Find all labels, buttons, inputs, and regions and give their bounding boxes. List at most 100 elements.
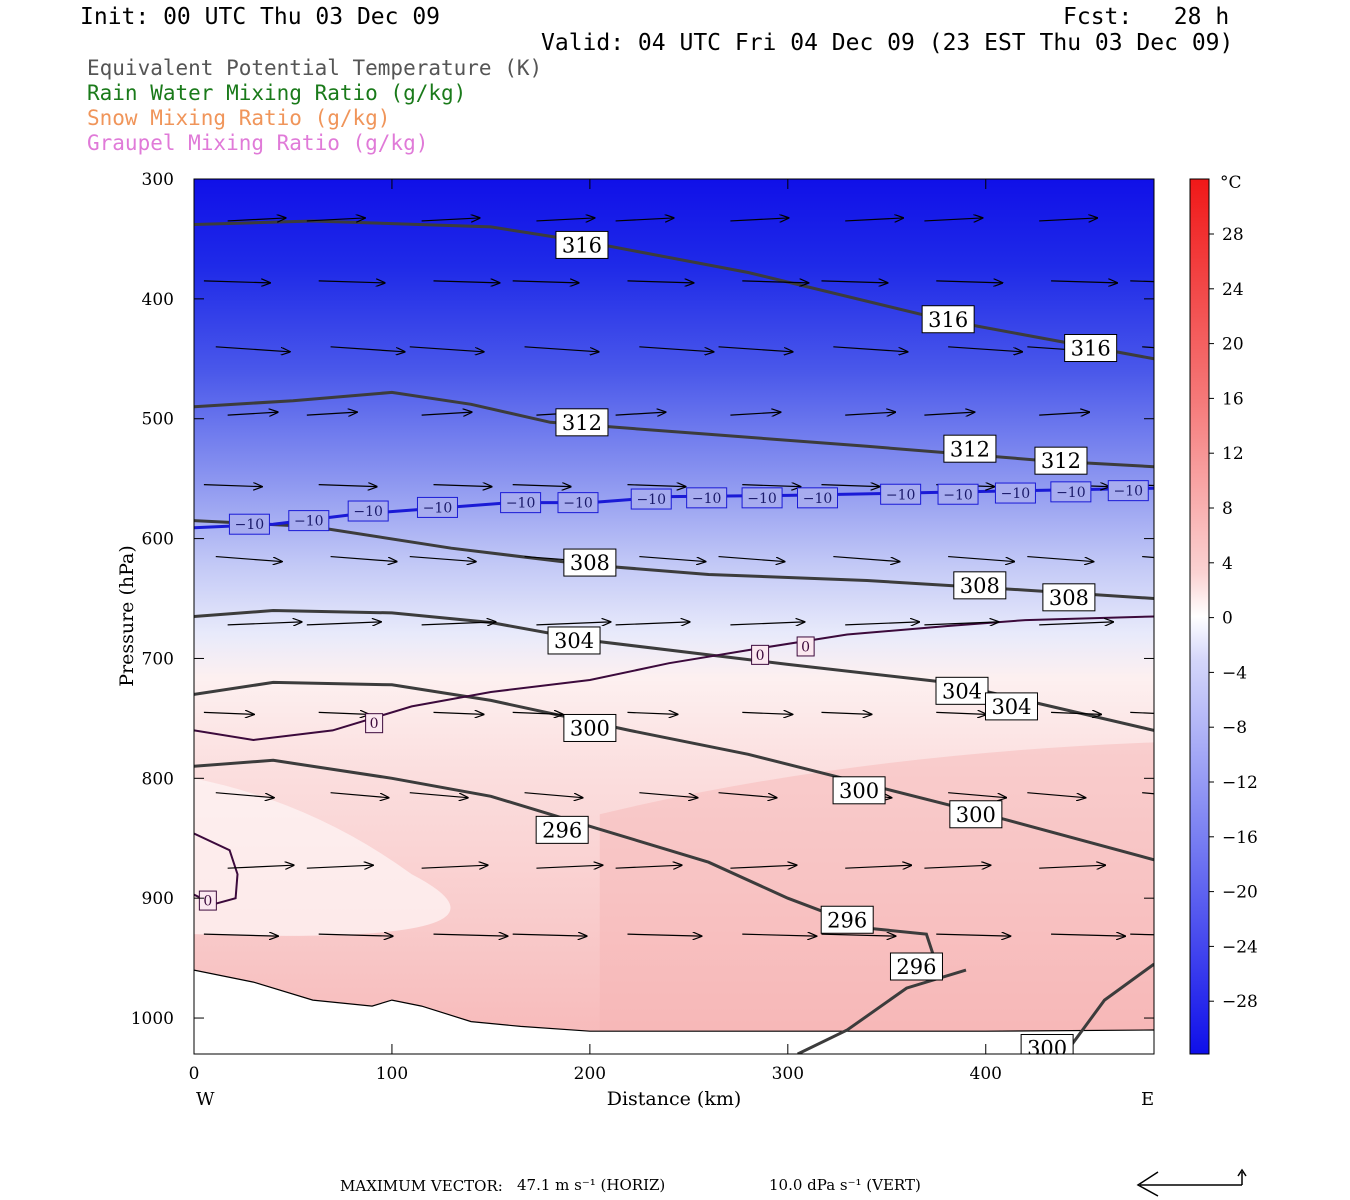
theta-e-label-312: 312 <box>555 408 609 437</box>
wind-vector <box>512 281 579 283</box>
theta-e-contour-300 <box>194 680 1154 862</box>
wind-vector <box>845 865 911 868</box>
svg-text:−10: −10 <box>886 487 916 503</box>
wind-vector <box>718 792 777 798</box>
isotherm-label-minus10: −10 <box>686 487 728 509</box>
colorbar-tick-label: 0 <box>1222 609 1233 629</box>
wind-vector <box>203 485 262 487</box>
wind-vector <box>1142 555 1154 559</box>
svg-text:−10: −10 <box>943 487 973 503</box>
plot-frame <box>193 178 1155 1055</box>
wind-vector <box>936 281 1002 283</box>
max-vector-label: MAXIMUM VECTOR: <box>340 1177 503 1195</box>
isotherm-label-minus10: −10 <box>937 483 979 505</box>
wind-vector <box>524 792 583 798</box>
wind-vector <box>433 934 508 936</box>
svg-text:0: 0 <box>801 640 810 656</box>
legend-graupel: Graupel Mixing Ratio (g/kg) <box>87 131 429 155</box>
reference-vector-icon <box>1136 1168 1247 1197</box>
svg-text:−10: −10 <box>235 517 265 533</box>
wind-vector <box>821 281 887 283</box>
svg-text:300: 300 <box>570 717 610 741</box>
wind-vector <box>615 218 674 221</box>
wind-vector <box>1153 867 1154 869</box>
svg-text:−10: −10 <box>294 514 324 530</box>
wind-vector <box>227 622 302 625</box>
y-tick-label: 300 <box>142 170 174 190</box>
y-axis-label: Pressure (hPa) <box>116 545 138 687</box>
isotherm-0 <box>194 615 1154 742</box>
wind-vector <box>1130 280 1154 283</box>
theta-e-label-304: 304 <box>935 676 989 705</box>
wind-vector <box>524 346 599 352</box>
init-time: Init: 00 UTC Thu 03 Dec 09 <box>80 4 441 30</box>
isotherm-label-minus10: −10 <box>630 488 672 510</box>
theta-e-label-316: 316 <box>1064 334 1118 363</box>
svg-text:−10: −10 <box>747 491 777 507</box>
colorbar-tick-label: −8 <box>1222 718 1247 738</box>
max-vector-vert: 10.0 dPa s⁻¹ (VERT) <box>769 1176 921 1194</box>
theta-e-label-300: 300 <box>563 713 617 742</box>
theta-e-contour-296 <box>194 758 938 965</box>
wind-vector <box>639 346 713 352</box>
wind-vector <box>512 485 571 487</box>
svg-text:300: 300 <box>839 779 879 803</box>
wind-vector <box>742 934 816 936</box>
y-tick-label: 900 <box>142 889 174 909</box>
theta-e-label-300: 300 <box>949 800 1003 829</box>
svg-text:308: 308 <box>570 551 610 575</box>
wind-vector <box>306 865 373 868</box>
isotherm-label-minus10: −10 <box>994 482 1036 504</box>
wind-vector <box>1027 792 1085 798</box>
wind-vector <box>1130 711 1154 714</box>
colorbar-tick-label: −20 <box>1222 883 1258 903</box>
temperature-field-detail <box>194 742 1154 1054</box>
warm-region <box>599 742 1154 1054</box>
svg-text:296: 296 <box>542 818 582 842</box>
wind-vector <box>421 412 472 415</box>
theta-e-label-296: 296 <box>820 905 874 934</box>
svg-text:296: 296 <box>896 955 936 979</box>
isotherm-label-0: 0 <box>198 890 217 911</box>
colorbar-tick-label: 24 <box>1222 280 1244 300</box>
wind-vector <box>1039 865 1105 868</box>
isotherm-label-minus10: −10 <box>1107 480 1149 502</box>
theta-e-label-308: 308 <box>953 571 1007 600</box>
wind-vector <box>409 555 476 562</box>
y-tick-label: 600 <box>142 530 174 550</box>
wind-vector <box>821 485 879 487</box>
wind-vector <box>536 622 610 625</box>
wind-vector <box>718 555 785 562</box>
svg-text:296: 296 <box>827 908 867 932</box>
theta-e-label-316: 316 <box>921 305 975 334</box>
legend-snow: Snow Mixing Ratio (g/kg) <box>87 106 391 130</box>
forecast-hour: Fcst: 28 h <box>1063 4 1230 30</box>
svg-text:−10: −10 <box>803 491 833 507</box>
colorbar-tick-label: 28 <box>1222 225 1244 245</box>
theta-e-label-312: 312 <box>1034 446 1088 475</box>
wind-vector <box>1039 412 1089 415</box>
wind-vector <box>718 346 793 352</box>
isotherm-label-minus10: −10 <box>741 487 783 509</box>
below-ground <box>194 970 1154 1054</box>
wind-vector <box>742 485 800 487</box>
isotherm-label-minus10: −10 <box>347 500 389 522</box>
wind-vector <box>409 346 484 352</box>
svg-text:308: 308 <box>1049 586 1089 610</box>
isotherm-label-minus10: −10 <box>228 513 270 535</box>
y-tick-label: 800 <box>142 769 174 789</box>
wind-vector <box>421 622 496 625</box>
theta-e-label-304: 304 <box>547 626 601 655</box>
svg-text:0: 0 <box>756 648 765 664</box>
theta-e-label-304: 304 <box>984 692 1038 721</box>
theta-e-label-300: 300 <box>1020 1034 1074 1054</box>
wind-vector <box>627 485 685 487</box>
colorbar <box>1189 178 1210 1055</box>
wind-vector <box>1039 218 1097 221</box>
theta-e-label-308: 308 <box>563 548 617 577</box>
wind-vector <box>330 555 397 562</box>
wind-vector <box>306 412 357 415</box>
wind-vector <box>318 281 385 283</box>
svg-text:300: 300 <box>956 803 996 827</box>
wind-vector <box>639 555 705 562</box>
